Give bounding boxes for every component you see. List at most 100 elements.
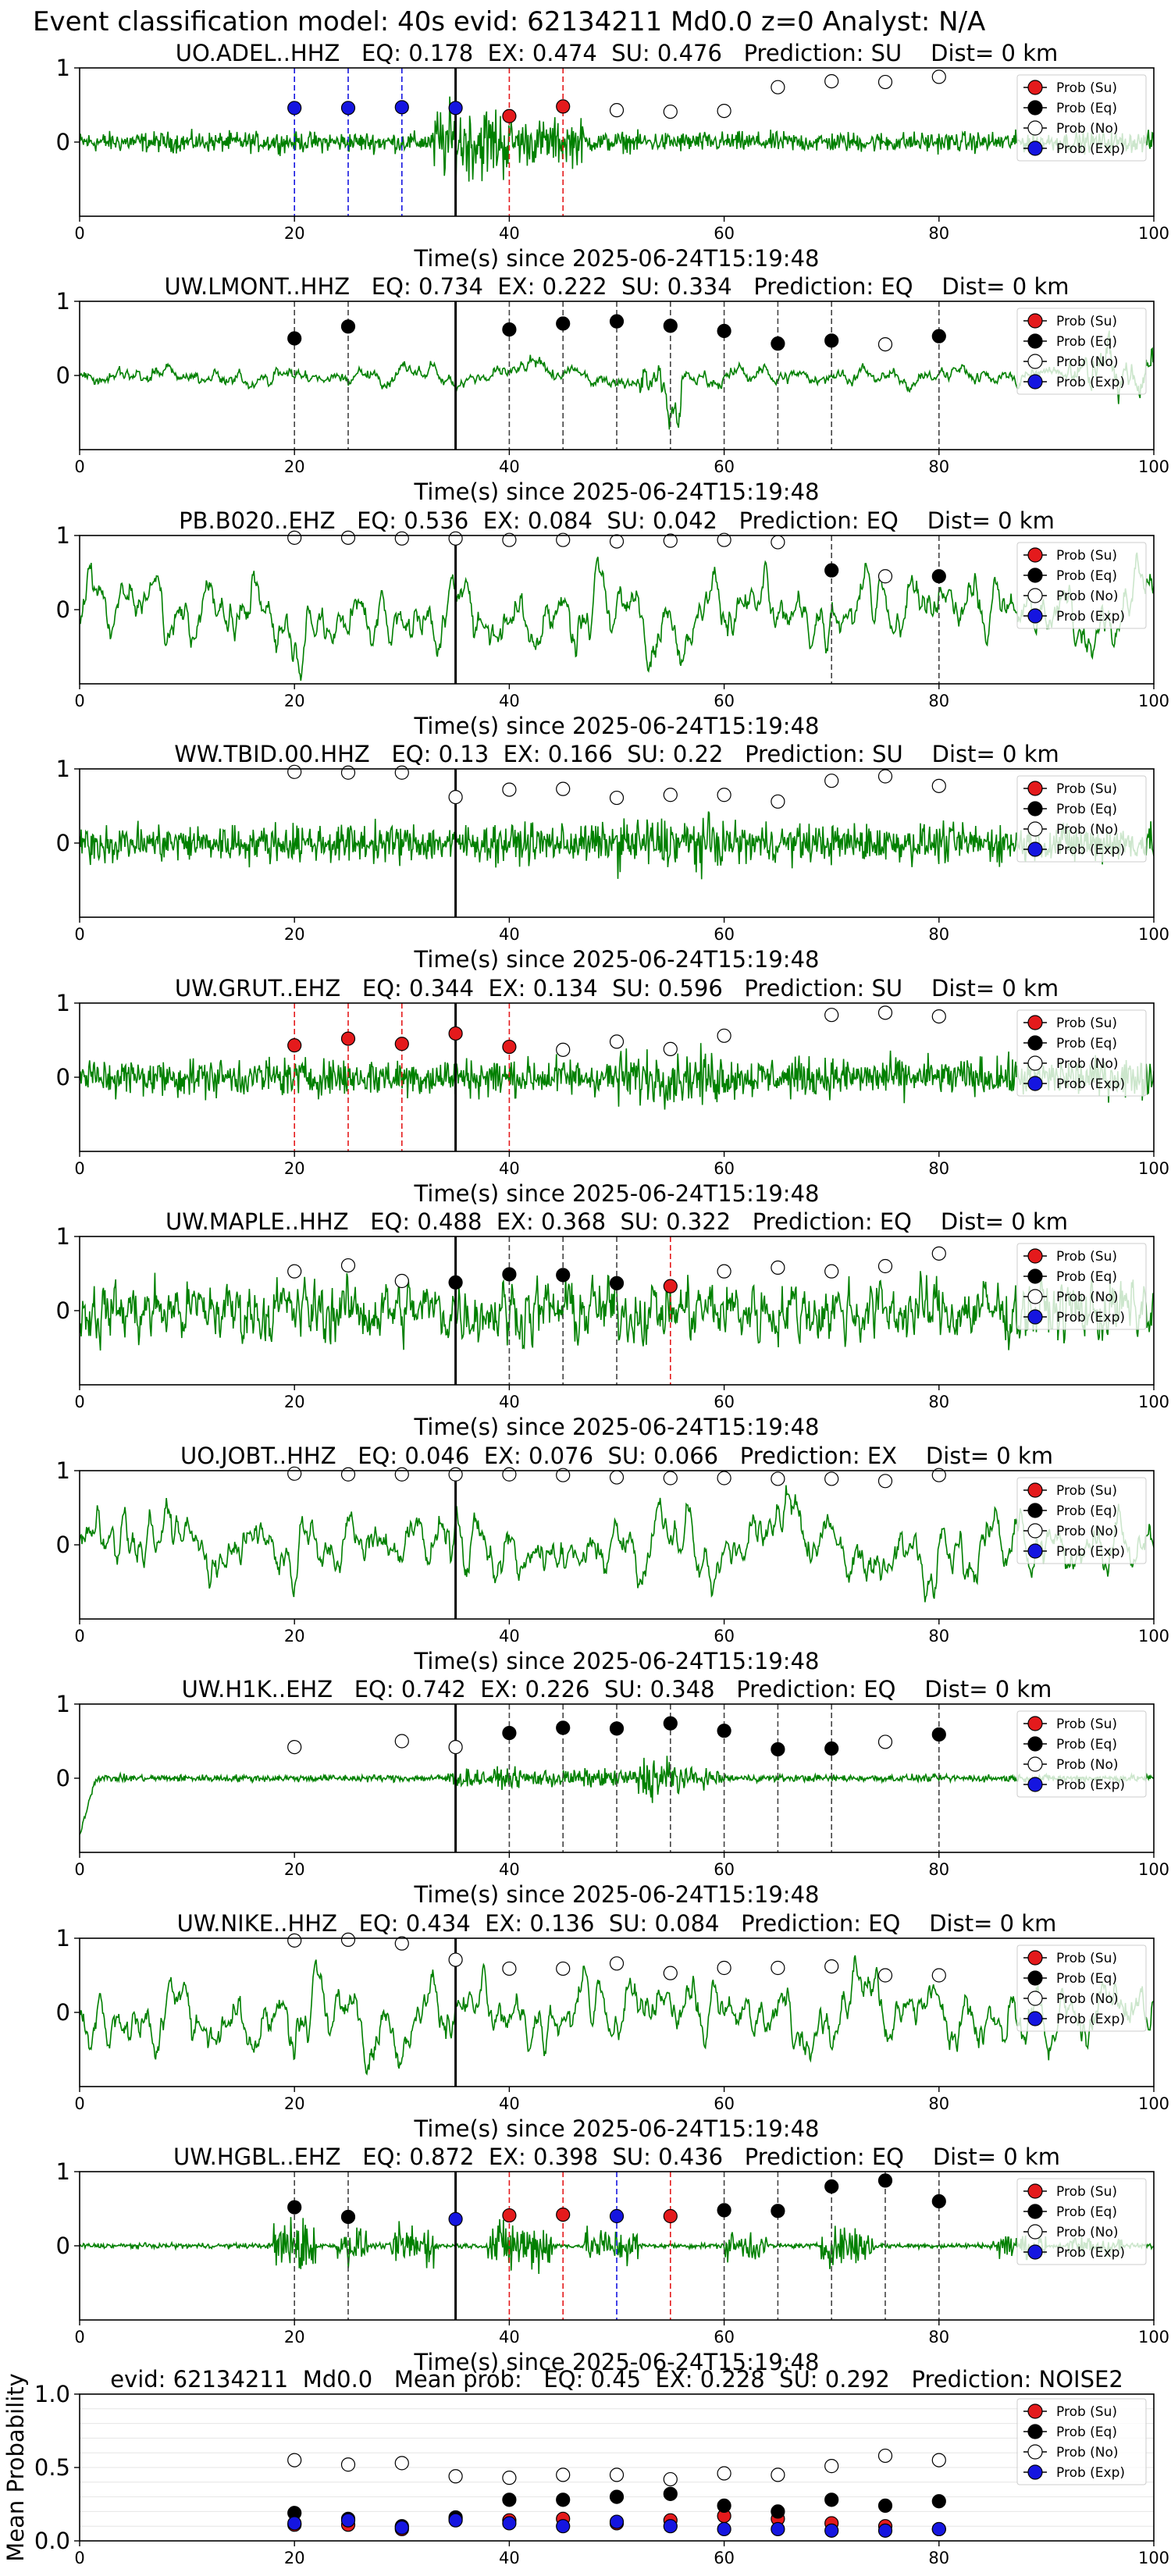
prob-point-su xyxy=(502,109,517,123)
y-tick-label: 0 xyxy=(56,2233,70,2259)
y-tick-label: 0 xyxy=(56,830,70,856)
legend: Prob (Su) Prob (Eq) Prob (No) Prob (Exp) xyxy=(1016,1009,1147,1097)
prob-point-eq xyxy=(771,2204,785,2218)
prob-point-no xyxy=(287,764,302,779)
mean-point-exp xyxy=(663,2519,678,2534)
prob-point-no xyxy=(877,1735,893,1749)
prob-point-eq xyxy=(287,331,302,346)
mean-point-no xyxy=(340,2457,356,2472)
mean-point-eq xyxy=(931,2494,946,2509)
legend-label-su: Prob (Su) xyxy=(1056,781,1117,797)
legend-marker-su xyxy=(1027,313,1043,329)
y-tick-label: 0 xyxy=(56,1999,70,2026)
x-tick-label: 60 xyxy=(714,224,735,243)
legend-box xyxy=(1016,1944,1147,2032)
legend-marker-exp xyxy=(1027,1076,1043,1091)
prob-point-no xyxy=(877,1474,893,1489)
x-tick-label: 60 xyxy=(714,1159,735,1178)
x-tick-label: 20 xyxy=(284,925,305,944)
legend-label-no: Prob (No) xyxy=(1056,2225,1119,2240)
x-tick-label: 60 xyxy=(714,1627,735,1646)
x-tick-label: 40 xyxy=(499,1393,520,1411)
legend-label-eq: Prob (Eq) xyxy=(1056,1503,1117,1519)
x-tick-label: 60 xyxy=(714,925,735,944)
prob-point-no xyxy=(287,1264,302,1279)
legend-label-eq: Prob (Eq) xyxy=(1056,802,1117,817)
legend-label-no: Prob (No) xyxy=(1056,1757,1119,1773)
prob-point-exp xyxy=(448,101,463,116)
y-tick-label: 1 xyxy=(56,2158,70,2185)
prob-point-no xyxy=(448,1740,463,1755)
legend-marker-no xyxy=(1027,1991,1043,2006)
waveform-trace xyxy=(80,96,1154,190)
legend-label-exp: Prob (Exp) xyxy=(1056,375,1125,390)
panel-title: UW.NIKE..HHZ EQ: 0.434 EX: 0.136 SU: 0.0… xyxy=(177,1910,1057,1937)
legend-box xyxy=(1016,2398,1147,2485)
waveform-trace xyxy=(80,811,1154,880)
legend-marker-exp xyxy=(1027,608,1043,624)
prob-point-no xyxy=(556,781,571,796)
legend-label-su: Prob (Su) xyxy=(1056,2404,1117,2420)
x-tick-label: 80 xyxy=(928,457,949,476)
legend-label-exp: Prob (Exp) xyxy=(1056,1076,1125,1092)
legend-label-exp: Prob (Exp) xyxy=(1056,2245,1125,2261)
legend-label-exp: Prob (Exp) xyxy=(1056,1310,1125,1325)
legend-label-exp: Prob (Exp) xyxy=(1056,609,1125,624)
prob-point-no xyxy=(663,788,678,802)
panel-title: UW.MAPLE..HHZ EQ: 0.488 EX: 0.368 SU: 0.… xyxy=(166,1208,1068,1235)
legend-marker-eq xyxy=(1027,1736,1043,1752)
prob-point-no xyxy=(502,1467,517,1482)
legend-marker-exp xyxy=(1027,2464,1043,2480)
x-axis-label: Time(s) since 2025-06-24T15:19:48 xyxy=(414,713,820,739)
y-tick-label: 0.5 xyxy=(34,2454,70,2481)
mean-point-exp xyxy=(502,2516,517,2531)
legend-marker-no xyxy=(1027,588,1043,603)
prob-point-no xyxy=(771,80,785,94)
panel-9: UW.NIKE..HHZ EQ: 0.434 EX: 0.136 SU: 0.0… xyxy=(56,1910,1170,2142)
legend-label-su: Prob (Su) xyxy=(1056,1016,1117,1031)
prob-point-eq xyxy=(824,563,839,578)
x-tick-label: 40 xyxy=(499,2328,520,2347)
prob-point-eq xyxy=(824,2179,839,2194)
x-tick-label: 40 xyxy=(499,2094,520,2113)
prob-point-eq xyxy=(717,2203,731,2218)
mean-point-no xyxy=(448,2469,463,2484)
x-tick-label: 80 xyxy=(928,2094,949,2113)
legend-marker-eq xyxy=(1027,333,1043,349)
x-tick-label: 20 xyxy=(284,2549,305,2567)
legend-label-su: Prob (Su) xyxy=(1056,1483,1117,1499)
legend-marker-su xyxy=(1027,1248,1043,1264)
prob-point-su xyxy=(556,99,571,114)
prob-point-no xyxy=(394,1467,409,1482)
legend: Prob (Su) Prob (Eq) Prob (No) Prob (Exp) xyxy=(1016,2178,1147,2265)
waveform-trace xyxy=(80,552,1154,681)
x-tick-label: 100 xyxy=(1138,692,1169,710)
x-tick-label: 0 xyxy=(74,1159,84,1178)
x-tick-label: 100 xyxy=(1138,925,1169,944)
x-axis-label: Time(s) since 2025-06-24T15:19:48 xyxy=(414,479,820,505)
x-tick-label: 60 xyxy=(714,2549,735,2567)
prob-point-no xyxy=(448,1952,463,1967)
x-tick-label: 40 xyxy=(499,1860,520,1879)
mean-point-no xyxy=(931,2453,946,2467)
prob-point-exp xyxy=(448,2211,463,2226)
mean-point-no xyxy=(556,2467,571,2482)
legend-marker-eq xyxy=(1027,801,1043,817)
prob-point-eq xyxy=(287,2200,302,2215)
panel-mean-probability: evid: 62134211 Md0.0 Mean prob: EQ: 0.45… xyxy=(2,2366,1169,2567)
legend-label-eq: Prob (Eq) xyxy=(1056,1737,1117,1752)
x-tick-label: 40 xyxy=(499,925,520,944)
prob-point-no xyxy=(931,1968,946,1983)
prob-point-su xyxy=(340,1031,356,1046)
prob-point-no xyxy=(609,103,625,118)
prob-point-no xyxy=(877,74,893,90)
legend-label-su: Prob (Su) xyxy=(1056,1249,1117,1265)
legend: Prob (Su) Prob (Eq) Prob (No) Prob (Exp) xyxy=(1016,1243,1147,1330)
prob-point-no xyxy=(609,1956,625,1971)
legend-label-eq: Prob (Eq) xyxy=(1056,1269,1117,1285)
legend: Prob (Su) Prob (Eq) Prob (No) Prob (Exp) xyxy=(1016,1710,1147,1798)
prob-point-no xyxy=(448,531,463,546)
prob-point-eq xyxy=(448,1275,463,1290)
prob-point-eq xyxy=(931,569,946,584)
